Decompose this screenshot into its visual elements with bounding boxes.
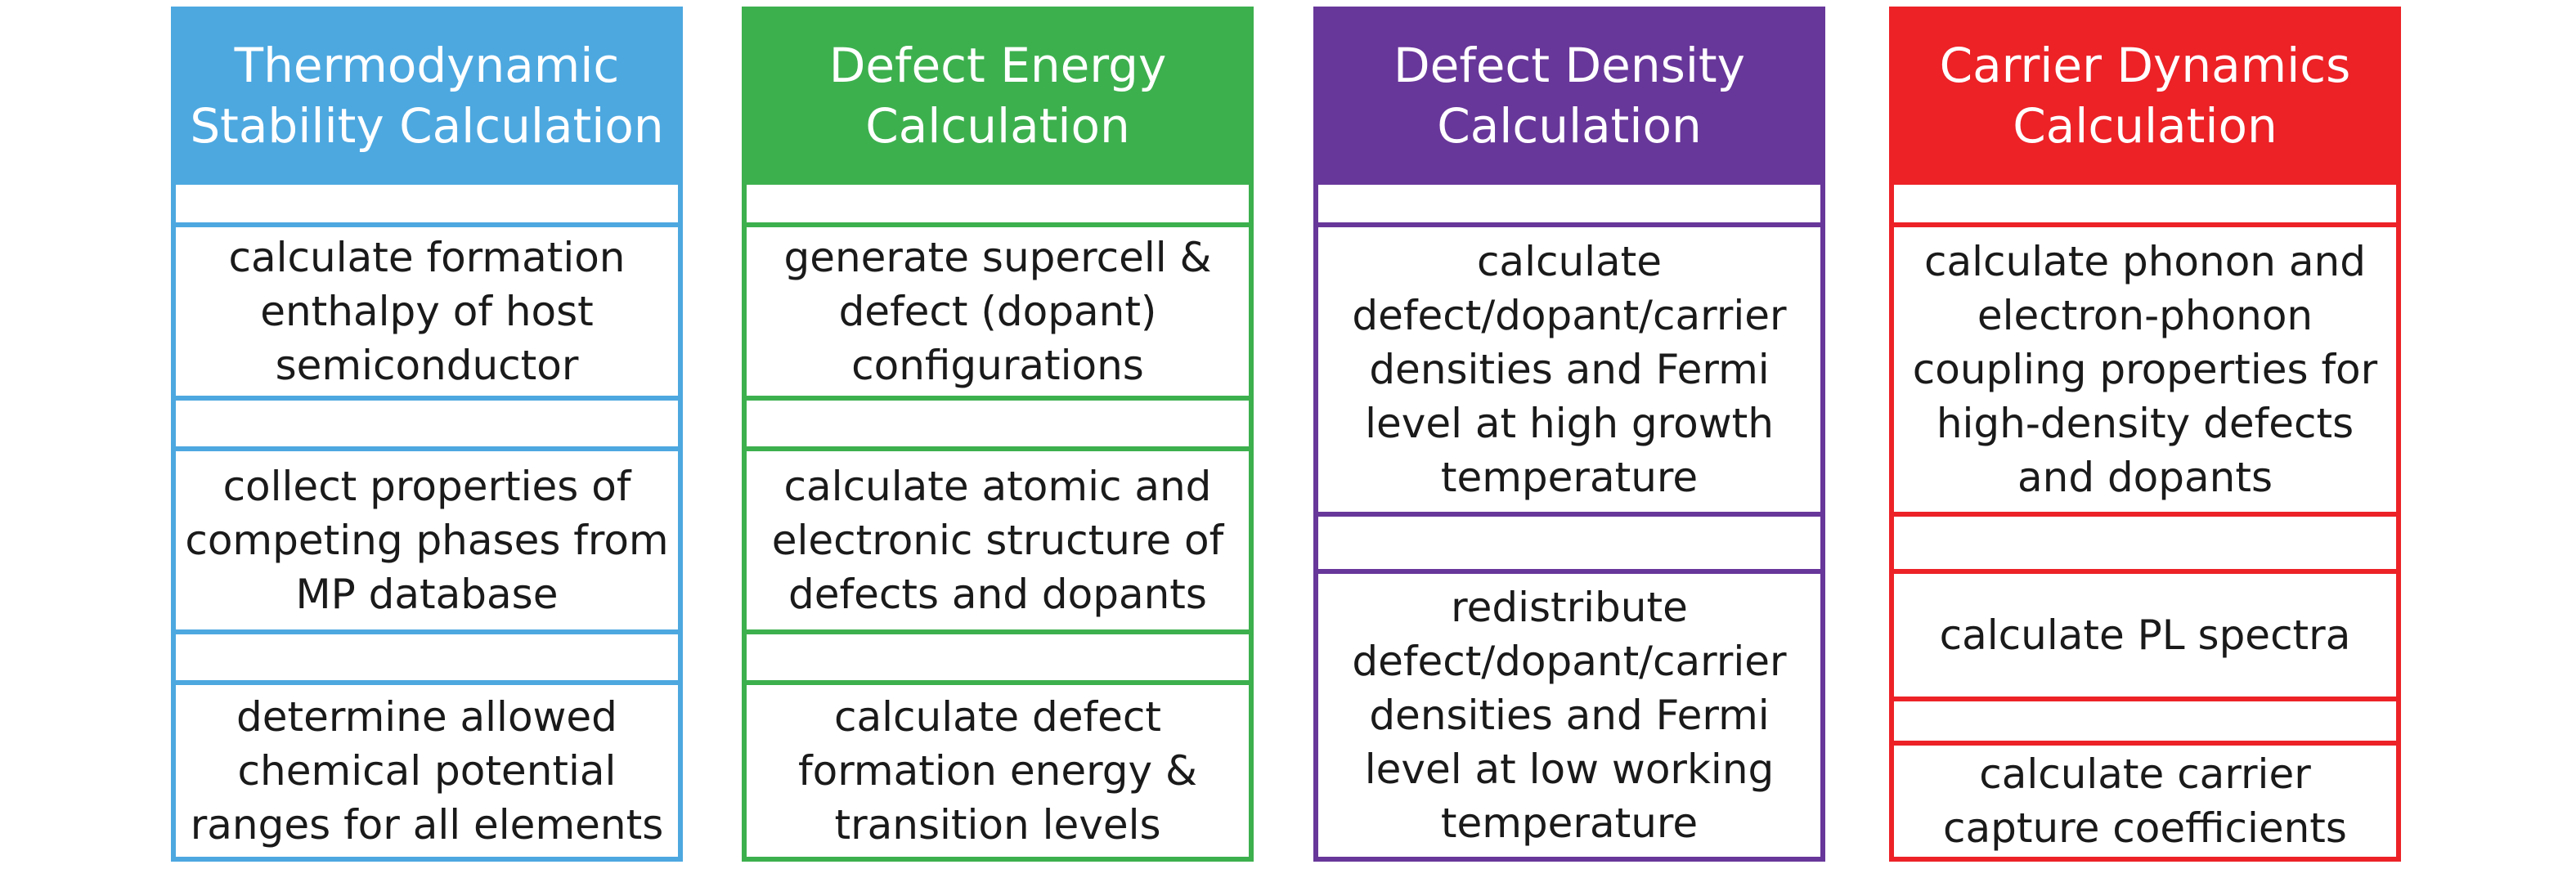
divider: [747, 396, 1249, 401]
column-thermodynamic-stability: Thermodynamic Stability Calculation calc…: [171, 7, 683, 862]
step-box: calculate formation enthalpy of host sem…: [176, 227, 678, 396]
step-line: level at high growth: [1365, 400, 1774, 447]
step-line: redistribute: [1451, 584, 1688, 631]
step-line: calculate atomic and: [783, 463, 1212, 510]
divider: [1894, 569, 2396, 574]
divider: [1894, 741, 2396, 746]
column-defect-density: Defect Density Calculation calculate def…: [1313, 7, 1825, 862]
step-line: transition levels: [834, 801, 1161, 849]
step-line: configurations: [851, 342, 1144, 389]
divider: [1318, 222, 1820, 227]
step-line: MP database: [295, 571, 559, 618]
step-line: calculate: [1476, 238, 1663, 285]
step-line: competing phases from: [185, 517, 669, 564]
step-line: determine allowed: [236, 693, 617, 741]
column-header-thermodynamic-stability: Thermodynamic Stability Calculation: [171, 7, 683, 185]
column-defect-energy: Defect Energy Calculation generate super…: [742, 7, 1254, 862]
step-box: calculate defect formation energy & tran…: [747, 685, 1249, 857]
step-line: defect/dopant/carrier: [1352, 638, 1787, 685]
step-line: semiconductor: [275, 342, 579, 389]
header-line: Calculation: [865, 98, 1130, 154]
step-box: redistribute defect/dopant/carrier densi…: [1318, 574, 1820, 857]
step-box: generate supercell & defect (dopant) con…: [747, 227, 1249, 396]
step-box: calculate PL spectra: [1894, 574, 2396, 697]
divider: [176, 446, 678, 451]
column-header-defect-density: Defect Density Calculation: [1313, 7, 1825, 185]
step-line: capture coefficients: [1943, 804, 2347, 852]
header-line: Defect Density: [1393, 38, 1745, 93]
step-line: calculate defect: [834, 693, 1161, 741]
header-line: Stability Calculation: [190, 98, 664, 154]
step-line: formation energy &: [798, 747, 1197, 795]
step-line: calculate formation: [228, 234, 626, 281]
step-line: chemical potential: [237, 747, 617, 795]
step-line: generate supercell &: [783, 234, 1212, 281]
divider: [176, 222, 678, 227]
step-box: calculate phonon and electron-phonon cou…: [1894, 227, 2396, 512]
header-line: Calculation: [2013, 98, 2278, 154]
divider: [747, 446, 1249, 451]
divider: [1318, 512, 1820, 517]
step-line: electron-phonon: [1977, 292, 2313, 339]
step-line: densities and Fermi: [1369, 692, 1770, 739]
divider: [1318, 569, 1820, 574]
divider: [176, 680, 678, 685]
header-line: Thermodynamic: [234, 38, 620, 93]
divider: [747, 222, 1249, 227]
step-line: enthalpy of host: [260, 288, 594, 335]
column-header-carrier-dynamics: Carrier Dynamics Calculation: [1889, 7, 2401, 185]
step-line: collect properties of: [222, 463, 631, 510]
step-line: temperature: [1440, 800, 1699, 847]
step-box: calculate defect/dopant/carrier densitie…: [1318, 227, 1820, 512]
step-line: coupling properties for: [1912, 346, 2378, 393]
header-line: Carrier Dynamics: [1939, 38, 2351, 93]
step-box: collect properties of competing phases f…: [176, 451, 678, 629]
step-line: high-density defects: [1936, 400, 2354, 447]
step-box: calculate atomic and electronic structur…: [747, 451, 1249, 629]
step-line: defect/dopant/carrier: [1352, 292, 1787, 339]
step-line: calculate carrier: [1979, 750, 2311, 798]
step-line: electronic structure of: [771, 517, 1224, 564]
divider: [176, 629, 678, 634]
step-line: and dopants: [2017, 454, 2273, 501]
header-line: Defect Energy: [828, 38, 1167, 93]
divider: [747, 680, 1249, 685]
step-line: defects and dopants: [788, 571, 1207, 618]
step-box: calculate carrier capture coefficients: [1894, 746, 2396, 857]
header-line: Calculation: [1437, 98, 1702, 154]
step-line: level at low working: [1364, 746, 1775, 793]
step-box: determine allowed chemical potential ran…: [176, 685, 678, 857]
divider: [747, 629, 1249, 634]
step-line: defect (dopant): [838, 288, 1157, 335]
divider: [1894, 697, 2396, 701]
divider: [1894, 512, 2396, 517]
step-line: calculate PL spectra: [1939, 611, 2351, 659]
step-line: densities and Fermi: [1369, 346, 1770, 393]
column-carrier-dynamics: Carrier Dynamics Calculation calculate p…: [1889, 7, 2401, 862]
step-line: temperature: [1440, 454, 1699, 501]
column-header-defect-energy: Defect Energy Calculation: [742, 7, 1254, 185]
divider: [1894, 222, 2396, 227]
step-line: calculate phonon and: [1924, 238, 2366, 285]
divider: [176, 396, 678, 401]
step-line: ranges for all elements: [190, 801, 664, 849]
